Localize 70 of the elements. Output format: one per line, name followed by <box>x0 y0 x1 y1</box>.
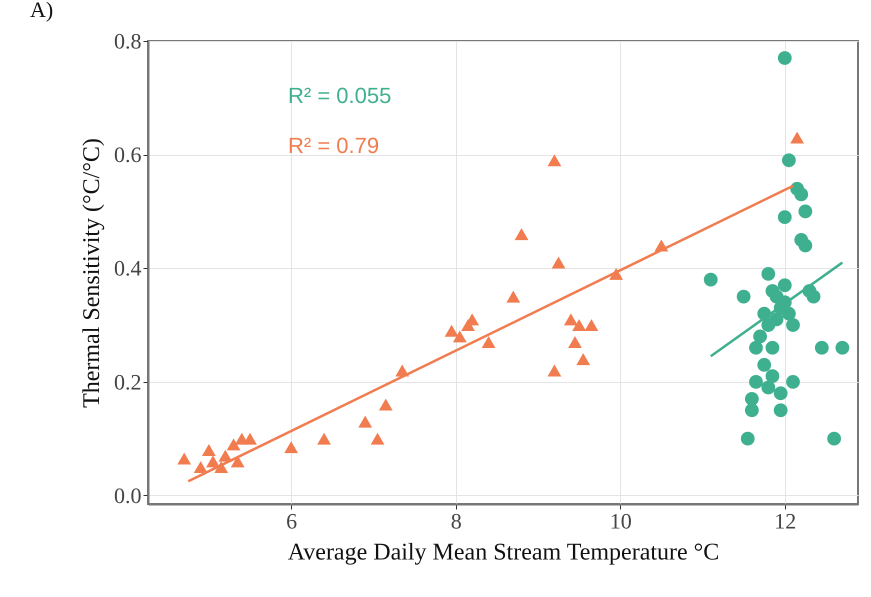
point <box>749 374 763 389</box>
point <box>774 386 788 400</box>
point <box>226 438 240 450</box>
point <box>177 452 192 465</box>
point <box>782 153 796 168</box>
point <box>514 228 528 240</box>
point <box>798 238 812 252</box>
x-tick-label: 8 <box>450 508 462 534</box>
point <box>552 256 566 269</box>
point <box>786 374 800 389</box>
point <box>194 461 208 474</box>
point <box>378 398 393 411</box>
point <box>766 369 780 384</box>
point <box>814 340 829 355</box>
point <box>584 319 598 332</box>
point <box>202 444 216 456</box>
point <box>744 403 759 418</box>
point <box>548 154 562 166</box>
point <box>798 204 812 218</box>
point <box>806 290 820 304</box>
point <box>704 272 718 286</box>
y-axis-title: Thermal Sensitivity (°C/°C) <box>79 138 105 408</box>
point <box>548 364 562 376</box>
point <box>786 318 800 332</box>
point <box>358 416 372 428</box>
point <box>835 340 850 355</box>
annotation: R² = 0.055 <box>288 83 392 108</box>
point <box>568 336 582 348</box>
point <box>766 340 780 355</box>
x-tick-label: 10 <box>610 508 632 534</box>
point <box>778 210 792 224</box>
point <box>757 358 772 372</box>
point <box>774 403 788 418</box>
point <box>778 51 792 65</box>
point <box>790 132 804 144</box>
point <box>452 330 467 342</box>
point <box>827 432 842 446</box>
point <box>778 278 792 292</box>
x-tick-label: 12 <box>774 508 796 534</box>
point <box>782 306 796 321</box>
y-tick-label: 0.4 <box>114 256 142 281</box>
point <box>506 290 520 303</box>
point <box>230 455 245 468</box>
point <box>243 432 257 445</box>
chart-title: A) <box>30 0 54 22</box>
y-tick-label: 0.0 <box>114 482 142 508</box>
point <box>761 380 776 394</box>
point <box>761 267 776 281</box>
point <box>482 336 496 348</box>
y-tick-label: 0.8 <box>114 28 142 54</box>
point <box>370 432 384 445</box>
point <box>206 455 220 468</box>
point <box>444 324 458 337</box>
annotation: R² = 0.79 <box>288 133 380 158</box>
point <box>794 188 808 202</box>
point <box>740 432 755 446</box>
x-axis-title: Average Daily Mean Stream Temperature °C <box>288 540 720 566</box>
point <box>284 441 298 454</box>
point <box>576 353 590 366</box>
point <box>749 340 763 355</box>
point <box>770 312 784 326</box>
y-tick-label: 0.2 <box>114 369 142 394</box>
point <box>572 319 586 332</box>
point <box>753 330 767 344</box>
x-tick-label: 6 <box>286 508 298 534</box>
y-tick-label: 0.6 <box>114 142 142 168</box>
point <box>744 392 759 406</box>
point <box>564 313 578 326</box>
point <box>317 432 331 445</box>
point <box>736 290 751 304</box>
